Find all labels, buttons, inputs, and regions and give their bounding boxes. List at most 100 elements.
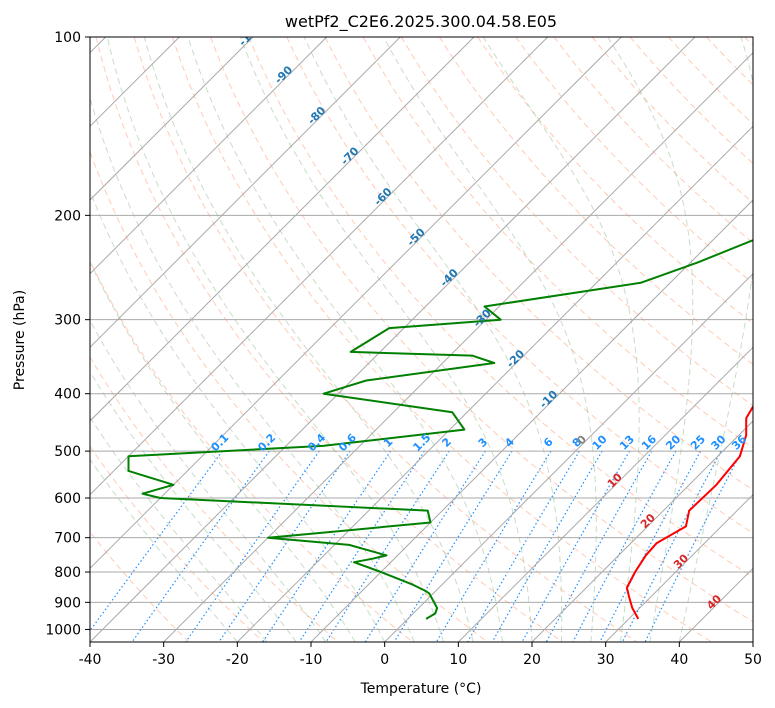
y-tick-label: 400: [54, 387, 81, 403]
isotherm-label: -30: [471, 306, 494, 329]
x-tick-label: 50: [744, 652, 762, 668]
isotherm: [605, 493, 753, 642]
dry-adiabat: [210, 37, 753, 623]
dewpoint-line: [127, 239, 753, 620]
sounding-series: [127, 239, 753, 620]
isotherm-label: -70: [338, 144, 361, 167]
isotherm-label: 20: [638, 511, 658, 531]
isotherms: [90, 37, 753, 642]
mixing-ratio-line: [218, 450, 351, 642]
isotherm: [90, 37, 475, 422]
dry-adiabat: [324, 37, 753, 491]
y-tick-label: 600: [54, 491, 81, 507]
isotherm: [90, 37, 622, 570]
mixing-ratio-label: 13: [617, 433, 637, 453]
isotherm: [90, 37, 401, 349]
isotherm-label: 40: [704, 592, 724, 612]
mixing-ratio-line: [298, 450, 425, 642]
x-tick-label: 40: [670, 652, 688, 668]
dry-adiabat: [668, 37, 753, 125]
plot-area: 0.1 0.2 0.4 0.6 1 1.5 2 3 4 6 8 10 13 16 20 25 30 36-100-…: [90, 20, 753, 642]
mixing-ratio-label: 3: [476, 435, 491, 450]
isotherm-label: -10: [537, 388, 560, 411]
moist-adiabat: [303, 37, 563, 642]
moist-adiabat: [187, 37, 503, 642]
axes: -40 -30 -20 -10 0 10 20 30 40 50 100 200 300 400 500 60…: [45, 30, 762, 668]
mixing-ratio-line: [364, 450, 486, 642]
dry-adiabat: [591, 37, 753, 204]
dry-adiabat: [90, 445, 264, 642]
isotherm: [678, 567, 753, 642]
y-tick-label: 100: [54, 30, 81, 46]
moist-adiabat: [90, 319, 327, 642]
mixing-ratio-label: 16: [639, 432, 659, 452]
dry-adiabat: [90, 150, 488, 642]
moist-adiabat: [607, 37, 694, 642]
dry-adiabat: [95, 37, 563, 642]
x-tick-label: 30: [597, 652, 615, 668]
mixing-ratio-line: [572, 450, 677, 642]
y-tick-label: 700: [54, 531, 81, 547]
moist-adiabat: [90, 416, 268, 642]
isotherm: [310, 199, 753, 642]
dry-adiabat: [90, 531, 190, 642]
mixing-ratio-line: [262, 450, 392, 642]
isotherm: [90, 37, 254, 201]
isotherm-label: -40: [438, 266, 461, 289]
moist-adiabat: [482, 37, 640, 642]
moist-adiabat: [90, 458, 238, 642]
mixing-ratio-line: [545, 450, 653, 642]
y-tick-label: 900: [54, 595, 81, 611]
x-tick-label: -30: [152, 652, 175, 668]
mixing-ratio-line: [90, 450, 223, 632]
x-axis-title: Temperature (°C): [360, 681, 482, 697]
isotherm: [752, 641, 753, 642]
moist-adiabat: [90, 260, 356, 642]
temperature-line: [625, 404, 753, 620]
mixing-ratio-label: 4: [502, 435, 517, 450]
isotherm: [163, 51, 753, 642]
dry-adiabat: [553, 37, 753, 244]
x-tick-label: 20: [523, 652, 541, 668]
isobars: [90, 37, 753, 630]
dry-adiabat: [438, 37, 753, 366]
isotherm-label: -50: [405, 225, 428, 248]
moist-adiabat: [106, 37, 445, 642]
chart-title: wetPf2_C2E6.2025.300.04.58.E05: [285, 12, 557, 32]
x-tick-label: 0: [380, 652, 389, 668]
moist-adiabat: [383, 37, 597, 642]
mixing-ratio-line: [599, 450, 702, 642]
dry-adiabat: [477, 37, 753, 325]
x-tick-label: -10: [300, 652, 323, 668]
isotherm-label: -100: [236, 20, 265, 49]
moist-adiabat: [143, 37, 474, 642]
mixing-ratio-line: [521, 450, 631, 642]
isotherm: [457, 346, 753, 642]
mixing-ratio-line: [466, 450, 580, 642]
moist-adiabat: [90, 370, 297, 642]
moist-adiabat: [239, 37, 533, 642]
adiabat-labels: 0.1 0.2 0.4 0.6 1 1.5 2 3 4 6 8 10 13 16 20 25 30 36-100-…: [208, 20, 749, 612]
isotherm: [531, 420, 753, 642]
mixing-ratio-line: [644, 450, 743, 642]
mixing-ratio-line: [131, 450, 270, 642]
mixing-ratio-lines: [90, 450, 743, 642]
isotherm-label: -20: [504, 347, 527, 370]
isotherm: [384, 272, 753, 642]
mixing-ratio-line: [325, 450, 450, 642]
dry-adiabat: [133, 37, 638, 642]
mixing-ratio-label: 30: [709, 432, 729, 452]
dry-adiabat: [744, 37, 753, 47]
dry-adiabat: [90, 356, 339, 642]
isotherm-label: -80: [305, 104, 328, 127]
mixing-ratio-line: [491, 450, 603, 642]
y-tick-label: 200: [54, 208, 81, 224]
y-tick-label: 300: [54, 313, 81, 329]
isotherm: [90, 37, 328, 275]
y-tick-label: 1000: [45, 622, 81, 638]
x-tick-label: -20: [226, 652, 249, 668]
mixing-ratio-label: 25: [688, 433, 708, 453]
isotherm-label: 10: [605, 470, 625, 490]
dry-adiabat: [706, 37, 753, 86]
